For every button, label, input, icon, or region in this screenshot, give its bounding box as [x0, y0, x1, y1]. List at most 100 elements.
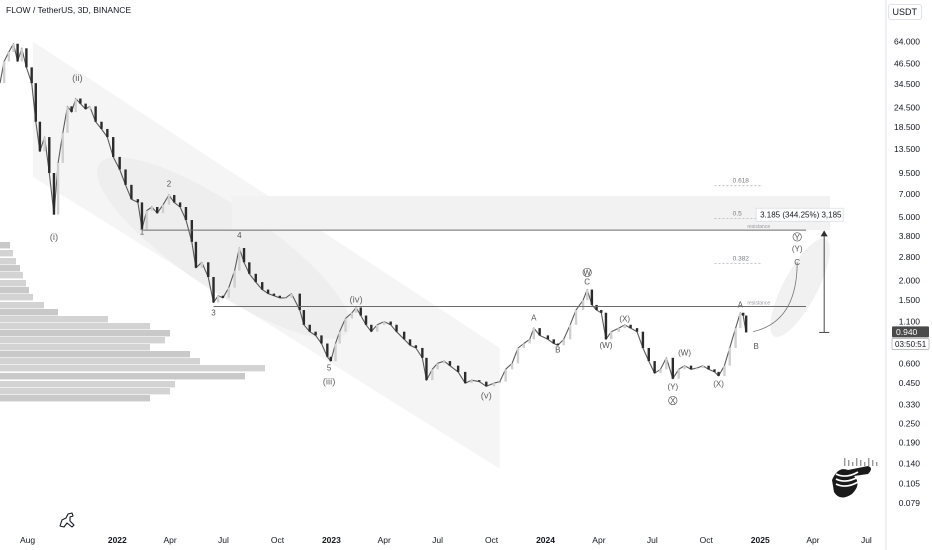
price-candle: [744, 315, 748, 333]
x-tick-label: Apr: [592, 535, 605, 545]
price-candle: [442, 361, 446, 364]
price-candle: [546, 335, 550, 340]
hand-wave-stroke: [835, 476, 859, 482]
price-candle: [156, 207, 159, 214]
price-candle: [402, 331, 406, 340]
price-candle: [522, 343, 526, 348]
y-tick-label: 18.500: [894, 122, 920, 132]
price-candle: [629, 324, 632, 329]
price-candle: [595, 304, 598, 311]
y-tick-label: 7.000: [899, 189, 921, 199]
price-candle: [665, 357, 668, 370]
price-candle: [290, 293, 293, 298]
price-candle: [671, 357, 675, 379]
volume-bar: [0, 272, 23, 279]
price-candle: [298, 293, 301, 311]
price-candle: [647, 347, 650, 362]
price-candle: [136, 199, 140, 203]
price-candle: [320, 335, 323, 344]
y-tick-label: 46.500: [894, 59, 920, 69]
volume-bar: [0, 358, 200, 365]
price-candle: [12, 43, 15, 52]
price-candle: [74, 98, 77, 113]
current-price-label: 0.940: [896, 327, 918, 337]
wave-label: 1: [140, 227, 145, 236]
volume-bar: [0, 381, 175, 388]
y-tick-label: 9.500: [899, 168, 921, 178]
symbol-title[interactable]: FLOW / TetherUS, 3D, BINANCE: [6, 5, 132, 15]
price-candle: [184, 207, 188, 221]
price-candle: [2, 61, 6, 84]
price-candle: [217, 295, 220, 303]
x-tick-label: 2025: [751, 535, 770, 545]
wave-label: W: [583, 268, 591, 277]
countdown-label: 03:50:51: [895, 340, 927, 349]
volume-bar: [0, 316, 108, 323]
wave-label: (i): [50, 232, 58, 243]
price-series: [0, 43, 748, 387]
wave-label: A: [738, 300, 744, 309]
y-tick-label: 0.250: [899, 419, 921, 429]
price-candle: [408, 339, 412, 346]
fib-label: 0.382: [733, 256, 750, 263]
volume-bar: [0, 258, 16, 265]
price-candle: [389, 321, 392, 325]
price-candle: [167, 195, 171, 205]
price-line: [0, 43, 747, 387]
volume-bar: [0, 294, 33, 301]
y-axis: 64.000 46.500 34.500 24.500 18.500 13.500 9.50…: [891, 37, 930, 508]
wave-circle: [668, 395, 678, 406]
price-candle: [463, 371, 467, 384]
price-candle: [659, 369, 662, 374]
price-candle: [329, 356, 333, 362]
price-candle: [470, 380, 473, 384]
price-candle: [212, 277, 215, 303]
price-candle: [145, 210, 148, 230]
wave-label: 5: [327, 364, 332, 373]
price-candle: [100, 121, 103, 129]
wave-circle: [582, 267, 592, 277]
background-layer: [32, 41, 831, 469]
wave-label: 3: [211, 309, 216, 318]
price-candle: [707, 365, 710, 370]
price-candle: [284, 297, 287, 299]
wave-label: (W): [678, 349, 691, 358]
price-candle: [43, 137, 46, 152]
price-candle: [728, 347, 731, 366]
price-candle: [485, 381, 488, 387]
price-candle: [713, 369, 716, 372]
price-candle: [150, 207, 154, 211]
price-candle: [610, 331, 613, 340]
price-candle: [568, 324, 572, 340]
volume-bar: [0, 337, 165, 344]
current-price-tag: [892, 326, 929, 338]
x-tick-label: Jul: [432, 535, 443, 545]
price-candle: [431, 369, 434, 381]
y-tick-label: 5.000: [899, 212, 921, 222]
wave-label: Y: [795, 233, 801, 242]
price-candle: [200, 262, 203, 268]
price-candle: [383, 321, 386, 325]
price-candle: [623, 324, 626, 329]
hand-bar: [848, 460, 850, 466]
volume-bar: [0, 265, 20, 272]
price-candle: [375, 324, 379, 332]
wave-ellipse: [96, 157, 351, 339]
currency-unit-button[interactable]: USDT: [887, 4, 922, 20]
wave-label: B: [753, 342, 758, 351]
wave-label: (v): [481, 391, 492, 402]
price-candle: [510, 363, 514, 370]
volume-bar: [0, 287, 29, 294]
wave-label: C: [584, 278, 590, 287]
price-candle: [364, 315, 368, 325]
volume-bar: [0, 395, 150, 402]
price-candle: [140, 202, 144, 230]
x-tick-label: Jul: [861, 535, 872, 545]
price-candle: [88, 106, 91, 110]
price-candle: [302, 310, 306, 325]
price-candle: [532, 328, 536, 340]
wave-label: (X): [619, 315, 630, 324]
y-tick-label: 0.190: [899, 438, 921, 448]
x-tick-label: Aug: [20, 535, 35, 545]
